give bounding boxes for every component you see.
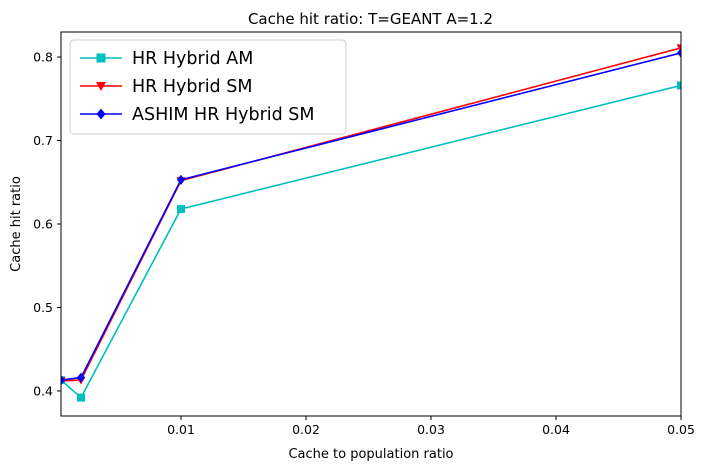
chart-title: Cache hit ratio: T=GEANT A=1.2 (248, 10, 493, 28)
series-3-line (61, 52, 681, 381)
legend-marker (96, 53, 106, 63)
legend: HR Hybrid AM HR Hybrid SM ASHIM HR Hybrid … (69, 39, 347, 135)
legend-label: ASHIM HR Hybrid SM (132, 105, 315, 125)
x-axis-label: Cache to population ratio (288, 447, 453, 462)
y-tick-label: 0.6 (33, 217, 53, 232)
x-tick-label: 0.01 (167, 422, 195, 437)
legend-marker (96, 108, 106, 120)
series-1-point (77, 393, 85, 402)
plot-area (61, 44, 681, 402)
x-tick-label: 0.04 (542, 422, 570, 437)
x-tick-label: 0.02 (292, 422, 320, 437)
series-3 (61, 47, 681, 386)
series-3-point (177, 174, 185, 185)
series-3-point (677, 47, 681, 58)
y-tick-label: 0.7 (33, 133, 53, 148)
y-axis-label: Cache hit ratio (9, 176, 24, 272)
legend-box (69, 39, 347, 135)
y-tick-label: 0.5 (33, 300, 53, 315)
series-3-point (61, 375, 65, 386)
series-1-line (61, 84, 681, 399)
legend-item: ASHIM HR Hybrid SM (80, 105, 315, 125)
legend-item: HR Hybrid SM (80, 77, 252, 97)
series-1-point (677, 81, 681, 90)
legend-item: HR Hybrid AM (80, 49, 253, 69)
legend-marker (96, 82, 106, 91)
legend-label: HR Hybrid SM (132, 77, 252, 97)
legend-label: HR Hybrid AM (132, 49, 253, 69)
series-1-point (177, 204, 185, 213)
series-3-point (77, 372, 85, 383)
y-tick-label: 0.4 (33, 383, 53, 398)
x-tick-label: 0.05 (667, 422, 695, 437)
y-tick-label: 0.8 (33, 50, 53, 65)
axes: 0.01 0.02 0.03 0.04 0.05 0.4 0.5 0.6 0.7 0.8 (33, 50, 695, 437)
x-tick-label: 0.03 (417, 422, 445, 437)
